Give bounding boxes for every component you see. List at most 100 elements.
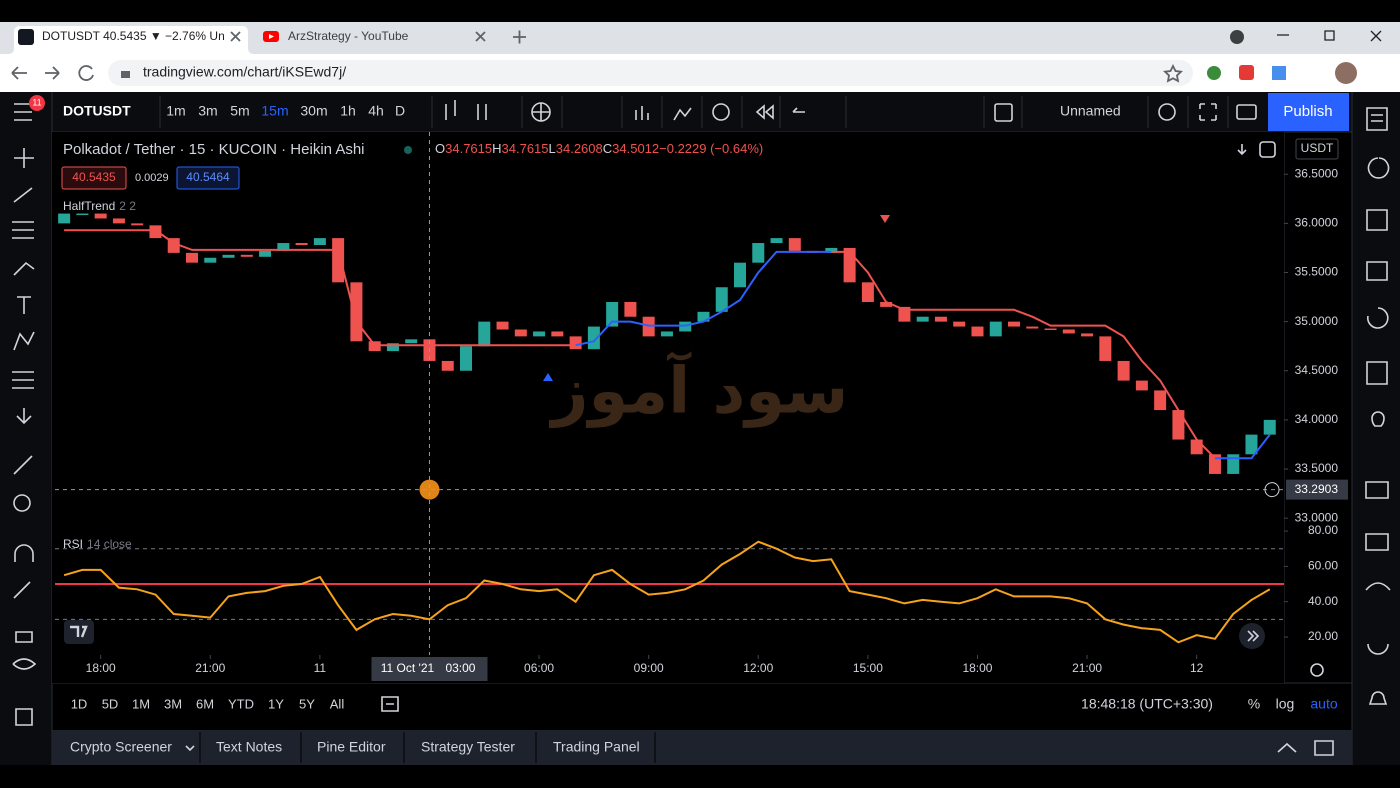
layout-icon[interactable]	[994, 103, 1013, 122]
panel-controls[interactable]	[185, 740, 1334, 756]
panel-tab[interactable]: Crypto Screener	[70, 739, 172, 755]
panel-tab[interactable]: Strategy Tester	[421, 739, 515, 755]
buy-box[interactable]	[176, 166, 240, 190]
y-tick-label: 80.00	[1308, 523, 1338, 537]
candle	[989, 321, 1002, 337]
notification-badge	[29, 95, 45, 111]
interval-button[interactable]: 1h	[340, 103, 356, 119]
range-button[interactable]: YTD	[228, 696, 254, 711]
candle	[734, 262, 747, 288]
panel-tab[interactable]: Trading Panel	[553, 739, 640, 755]
range-button[interactable]: 1Y	[268, 696, 284, 711]
ohlc-part: C	[603, 141, 612, 156]
scale-toggle[interactable]: %	[1248, 696, 1260, 712]
extension[interactable]	[1207, 66, 1221, 80]
ohlc: O34.7615H34.7615L34.2608C34.5012−0.2229 …	[435, 141, 763, 156]
ohlc-part: −0.2229 (−0.64%)	[659, 141, 763, 156]
range-button[interactable]: 5Y	[299, 696, 315, 711]
candle	[934, 316, 947, 322]
url-field[interactable]	[108, 60, 1193, 86]
range-button[interactable]: All	[330, 696, 345, 711]
chart-actions[interactable]	[1259, 141, 1276, 158]
buy-price[interactable]: 40.5464	[186, 170, 230, 184]
candle	[861, 282, 874, 302]
toolbar-icons[interactable]	[445, 100, 805, 121]
profile-avatar[interactable]	[1335, 62, 1357, 84]
y-tick-label: 20.00	[1308, 629, 1338, 643]
bookmark-star[interactable]	[1163, 63, 1183, 83]
range-button[interactable]: 6M	[196, 696, 214, 711]
indicator-params: 2 2	[119, 199, 136, 213]
interval-button[interactable]: 4h	[368, 103, 384, 119]
indicator-name: HalfTrend	[63, 199, 115, 213]
date-range-icon[interactable]	[381, 696, 399, 712]
panel-tab[interactable]: Text Notes	[216, 739, 282, 755]
range-button[interactable]: 5D	[102, 696, 119, 711]
indicator-icon[interactable]	[531, 102, 551, 122]
candle	[1245, 434, 1258, 455]
symbol-title: Polkadot / Tether · 15 · KUCOIN · Heikin…	[63, 141, 365, 158]
rsi-params: 14 close	[87, 537, 132, 551]
candle	[533, 331, 546, 337]
menu-icon[interactable]	[14, 103, 32, 121]
interval-button[interactable]: D	[395, 103, 405, 119]
nav-buttons[interactable]	[11, 65, 94, 81]
drawing-tools[interactable]	[12, 148, 37, 726]
panel-tab[interactable]: Pine Editor	[317, 739, 386, 755]
interval-button[interactable]: 3m	[198, 103, 217, 119]
interval-button[interactable]: 30m	[300, 103, 327, 119]
candle	[1172, 410, 1185, 440]
candle	[186, 252, 199, 263]
tab-title[interactable]: ArzStrategy - YouTube	[288, 29, 409, 43]
add-level[interactable]	[1264, 482, 1280, 498]
watermark: سود آموز	[549, 351, 849, 429]
currency[interactable]: USDT	[1301, 141, 1334, 155]
candle	[496, 321, 509, 330]
interval-button[interactable]: 1m	[166, 103, 185, 119]
publish-label[interactable]: Publish	[1283, 103, 1332, 120]
settings-icon[interactable]	[1158, 103, 1176, 121]
scale-toggle[interactable]: log	[1276, 696, 1295, 712]
candle	[204, 257, 217, 263]
tv-toolbar	[0, 92, 1400, 132]
candle	[460, 346, 473, 371]
active-tab[interactable]	[8, 26, 254, 54]
right-panel-icons[interactable]	[1365, 107, 1391, 705]
range-button[interactable]: 1M	[132, 696, 150, 711]
extension[interactable]	[1239, 65, 1254, 80]
tab-search[interactable]	[1230, 30, 1244, 44]
candle	[697, 311, 710, 322]
fullscreen-icon[interactable]	[1199, 103, 1217, 121]
chart-actions[interactable]	[1237, 144, 1247, 156]
candle	[313, 238, 326, 245]
sell-price[interactable]: 40.5435	[72, 170, 116, 184]
interval-button[interactable]: 15m	[261, 103, 288, 119]
currency-box[interactable]	[1295, 138, 1339, 160]
candle	[715, 287, 728, 312]
sell-box[interactable]	[61, 166, 127, 190]
interval-button[interactable]: 5m	[230, 103, 249, 119]
scale-toggle[interactable]: auto	[1310, 696, 1337, 712]
publish-button[interactable]	[1268, 93, 1349, 131]
range-button[interactable]: 3M	[164, 696, 182, 711]
candle	[1135, 380, 1148, 391]
crosshair-date: 11 Oct '21	[381, 661, 435, 675]
left-toolbar	[0, 132, 52, 765]
range-button[interactable]: 1D	[71, 696, 88, 711]
x-tick-label: 12	[1190, 661, 1204, 675]
tab-title[interactable]: DOTUSDT 40.5435 ▼ −2.76% Un	[42, 29, 225, 43]
candle	[149, 225, 162, 239]
snapshot-icon[interactable]	[1236, 104, 1257, 120]
window-controls[interactable]	[1277, 30, 1382, 42]
candle	[1062, 329, 1075, 334]
zoom-tool[interactable]	[13, 494, 31, 512]
symbol[interactable]: DOTUSDT	[63, 103, 131, 119]
extension[interactable]	[1272, 66, 1286, 80]
alert-icon[interactable]	[712, 103, 730, 121]
tab-controls[interactable]	[230, 30, 526, 44]
axis-settings[interactable]	[1310, 663, 1324, 677]
candle	[1081, 333, 1094, 337]
layout-name[interactable]: Unnamed	[1060, 103, 1121, 119]
y-tick-label: 40.00	[1308, 594, 1338, 608]
candle	[880, 301, 893, 307]
